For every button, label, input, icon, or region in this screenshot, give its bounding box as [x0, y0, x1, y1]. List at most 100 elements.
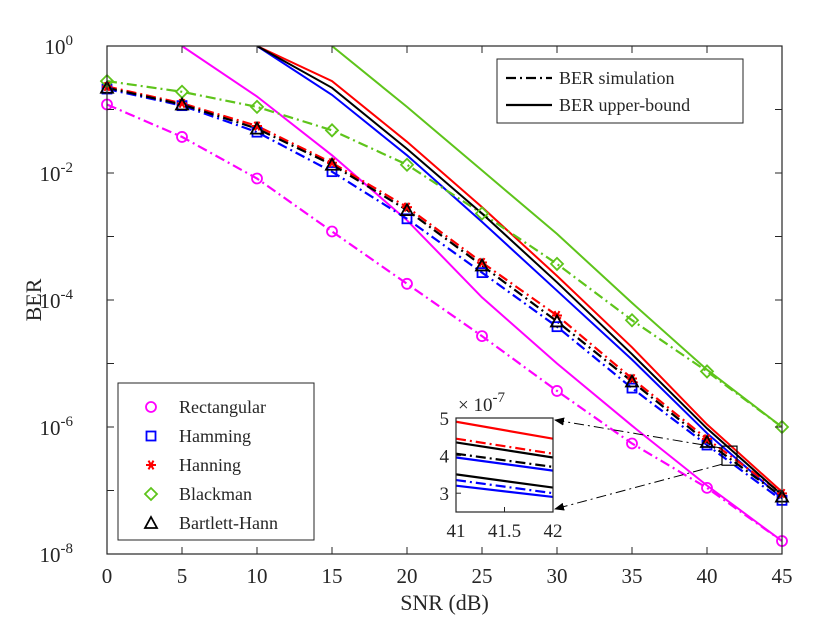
window-legend-label: Blackman	[179, 484, 252, 504]
y-tick-label-exp: -8	[61, 541, 74, 557]
inset-y-tick-label: 3	[440, 484, 450, 505]
style-legend-label: BER upper-bound	[559, 95, 690, 115]
style-legend-label: BER simulation	[559, 68, 675, 88]
x-tick-label: 45	[772, 564, 793, 588]
inset-multiplier: × 10-7	[458, 390, 505, 416]
x-tick-label: 5	[177, 564, 188, 588]
data-point-rectangular	[626, 437, 638, 450]
data-point-rectangular	[326, 225, 338, 238]
y-tick-label: 100	[45, 33, 74, 59]
data-point-blackman	[324, 123, 340, 138]
data-point-blackman	[624, 312, 640, 328]
y-tick-label-base: 10	[45, 35, 66, 59]
y-tick-label-base: 10	[40, 416, 61, 440]
inset-multiplier-base: × 10	[458, 395, 492, 416]
window-legend-marker	[145, 430, 157, 442]
data-point-bartlett-hann	[624, 373, 640, 388]
simulation-line-hamming	[107, 87, 782, 502]
zoom-region-box	[721, 445, 738, 466]
data-point-blackman	[399, 157, 415, 172]
data-point-bartlett-hann	[699, 434, 715, 448]
upper-bound-line-hamming	[256, 46, 782, 500]
zoom-connector-bottom	[554, 463, 723, 511]
inset-x-tick-label: 41	[447, 521, 466, 542]
y-tick-label-exp: -4	[61, 287, 74, 303]
data-point-blackman	[474, 206, 490, 221]
data-point-blackman	[249, 99, 265, 115]
y-tick-label-exp: -6	[61, 414, 74, 430]
simulation-line-rectangular	[107, 103, 782, 542]
inset-multiplier-exp: -7	[492, 390, 505, 406]
inset-line-hamming-solid	[456, 456, 553, 472]
window-legend-marker	[143, 486, 159, 502]
x-tick-label: 35	[622, 564, 643, 588]
x-tick-label: 10	[247, 564, 268, 588]
x-tick-label: 15	[322, 564, 343, 588]
data-point-bartlett-hann	[549, 313, 565, 328]
data-point-bartlett-hann	[324, 156, 340, 171]
y-tick-label: 10-8	[40, 541, 74, 567]
inset-y-tick-label: 5	[440, 409, 450, 430]
style-legend-box	[496, 58, 744, 124]
inset-line-hamming-dashdot	[456, 478, 553, 495]
y-tick-label-base: 10	[40, 543, 61, 567]
window-legend-marker-center	[148, 462, 154, 468]
window-legend-marker	[146, 460, 156, 470]
window-legend-label: Hamming	[179, 426, 251, 446]
data-point-hanning	[477, 257, 487, 268]
y-tick-label: 10-2	[40, 160, 74, 186]
x-axis-label: SNR (dB)	[400, 590, 489, 615]
data-point-bartlett-hann	[249, 120, 265, 135]
data-point-hamming	[326, 166, 338, 178]
inset-line-hanning-solid	[456, 420, 553, 440]
data-point-rectangular	[476, 330, 488, 343]
data-point-bartlett-hann	[174, 96, 190, 111]
data-point-rectangular	[176, 131, 188, 143]
data-point-blackman	[699, 364, 715, 379]
data-point-rectangular	[401, 277, 413, 290]
y-tick-label-base: 10	[40, 289, 61, 313]
x-tick-label: 40	[697, 564, 718, 588]
data-point-rectangular	[551, 385, 563, 397]
inset-lines-group	[456, 420, 553, 499]
data-point-hamming	[476, 267, 488, 279]
window-legend-box	[117, 382, 315, 541]
markers-group	[99, 73, 790, 547]
data-point-hamming	[626, 382, 638, 394]
inset-x-tick-label: 41.5	[488, 521, 521, 542]
data-point-rectangular	[701, 481, 713, 494]
y-tick-label-exp: -2	[61, 160, 74, 176]
data-point-blackman	[549, 256, 565, 272]
x-tick-label: 20	[397, 564, 418, 588]
window-legend-label: Hanning	[179, 455, 241, 475]
inset-line-bartlett-hann-solid	[456, 441, 553, 459]
window-legend-label: Rectangular	[179, 397, 266, 417]
upper-bound-line-rectangular	[181, 46, 782, 542]
zoom-connector-top	[554, 417, 723, 449]
inset-line-hanning-dashdot	[456, 437, 553, 455]
y-tick-label-base: 10	[40, 162, 61, 186]
inset-line-bartlett-hann-dashdot	[456, 452, 553, 468]
x-tick-label: 30	[547, 564, 568, 588]
simulation-line-blackman	[107, 80, 782, 428]
upper-bound-line-hanning	[256, 46, 782, 493]
window-legend-label: Bartlett-Hann	[179, 513, 278, 533]
upper-bound-line-blackman	[331, 46, 782, 428]
y-tick-label: 10-4	[40, 287, 74, 313]
inset-x-tick-label: 42	[544, 521, 563, 542]
x-tick-label: 0	[102, 564, 113, 588]
curves-group	[107, 46, 782, 542]
y-axis-label: BER	[21, 278, 46, 321]
inset-line-hamming-solid	[456, 484, 553, 499]
data-point-bartlett-hann	[474, 257, 490, 272]
data-point-rectangular	[251, 172, 263, 185]
data-point-bartlett-hann	[399, 202, 415, 217]
y-tick-label-exp: 0	[66, 33, 74, 49]
data-point-hanning	[252, 121, 262, 131]
inset-line-bartlett-hann-solid	[456, 473, 553, 489]
x-tick-label: 25	[472, 564, 493, 588]
upper-bound-line-bartlett-hann	[256, 46, 782, 496]
inset-y-tick-label: 4	[440, 447, 450, 468]
y-tick-label: 10-6	[40, 414, 74, 440]
